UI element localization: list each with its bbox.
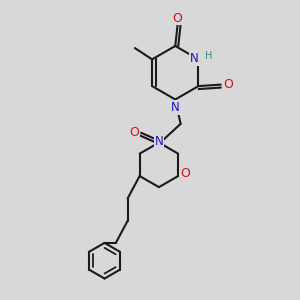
Text: O: O	[223, 78, 233, 91]
Text: N: N	[154, 135, 163, 148]
Text: O: O	[173, 11, 183, 25]
Text: O: O	[180, 167, 190, 179]
Text: N: N	[171, 101, 180, 114]
Text: O: O	[129, 126, 139, 139]
Text: H: H	[205, 51, 212, 61]
Text: N: N	[190, 52, 199, 65]
